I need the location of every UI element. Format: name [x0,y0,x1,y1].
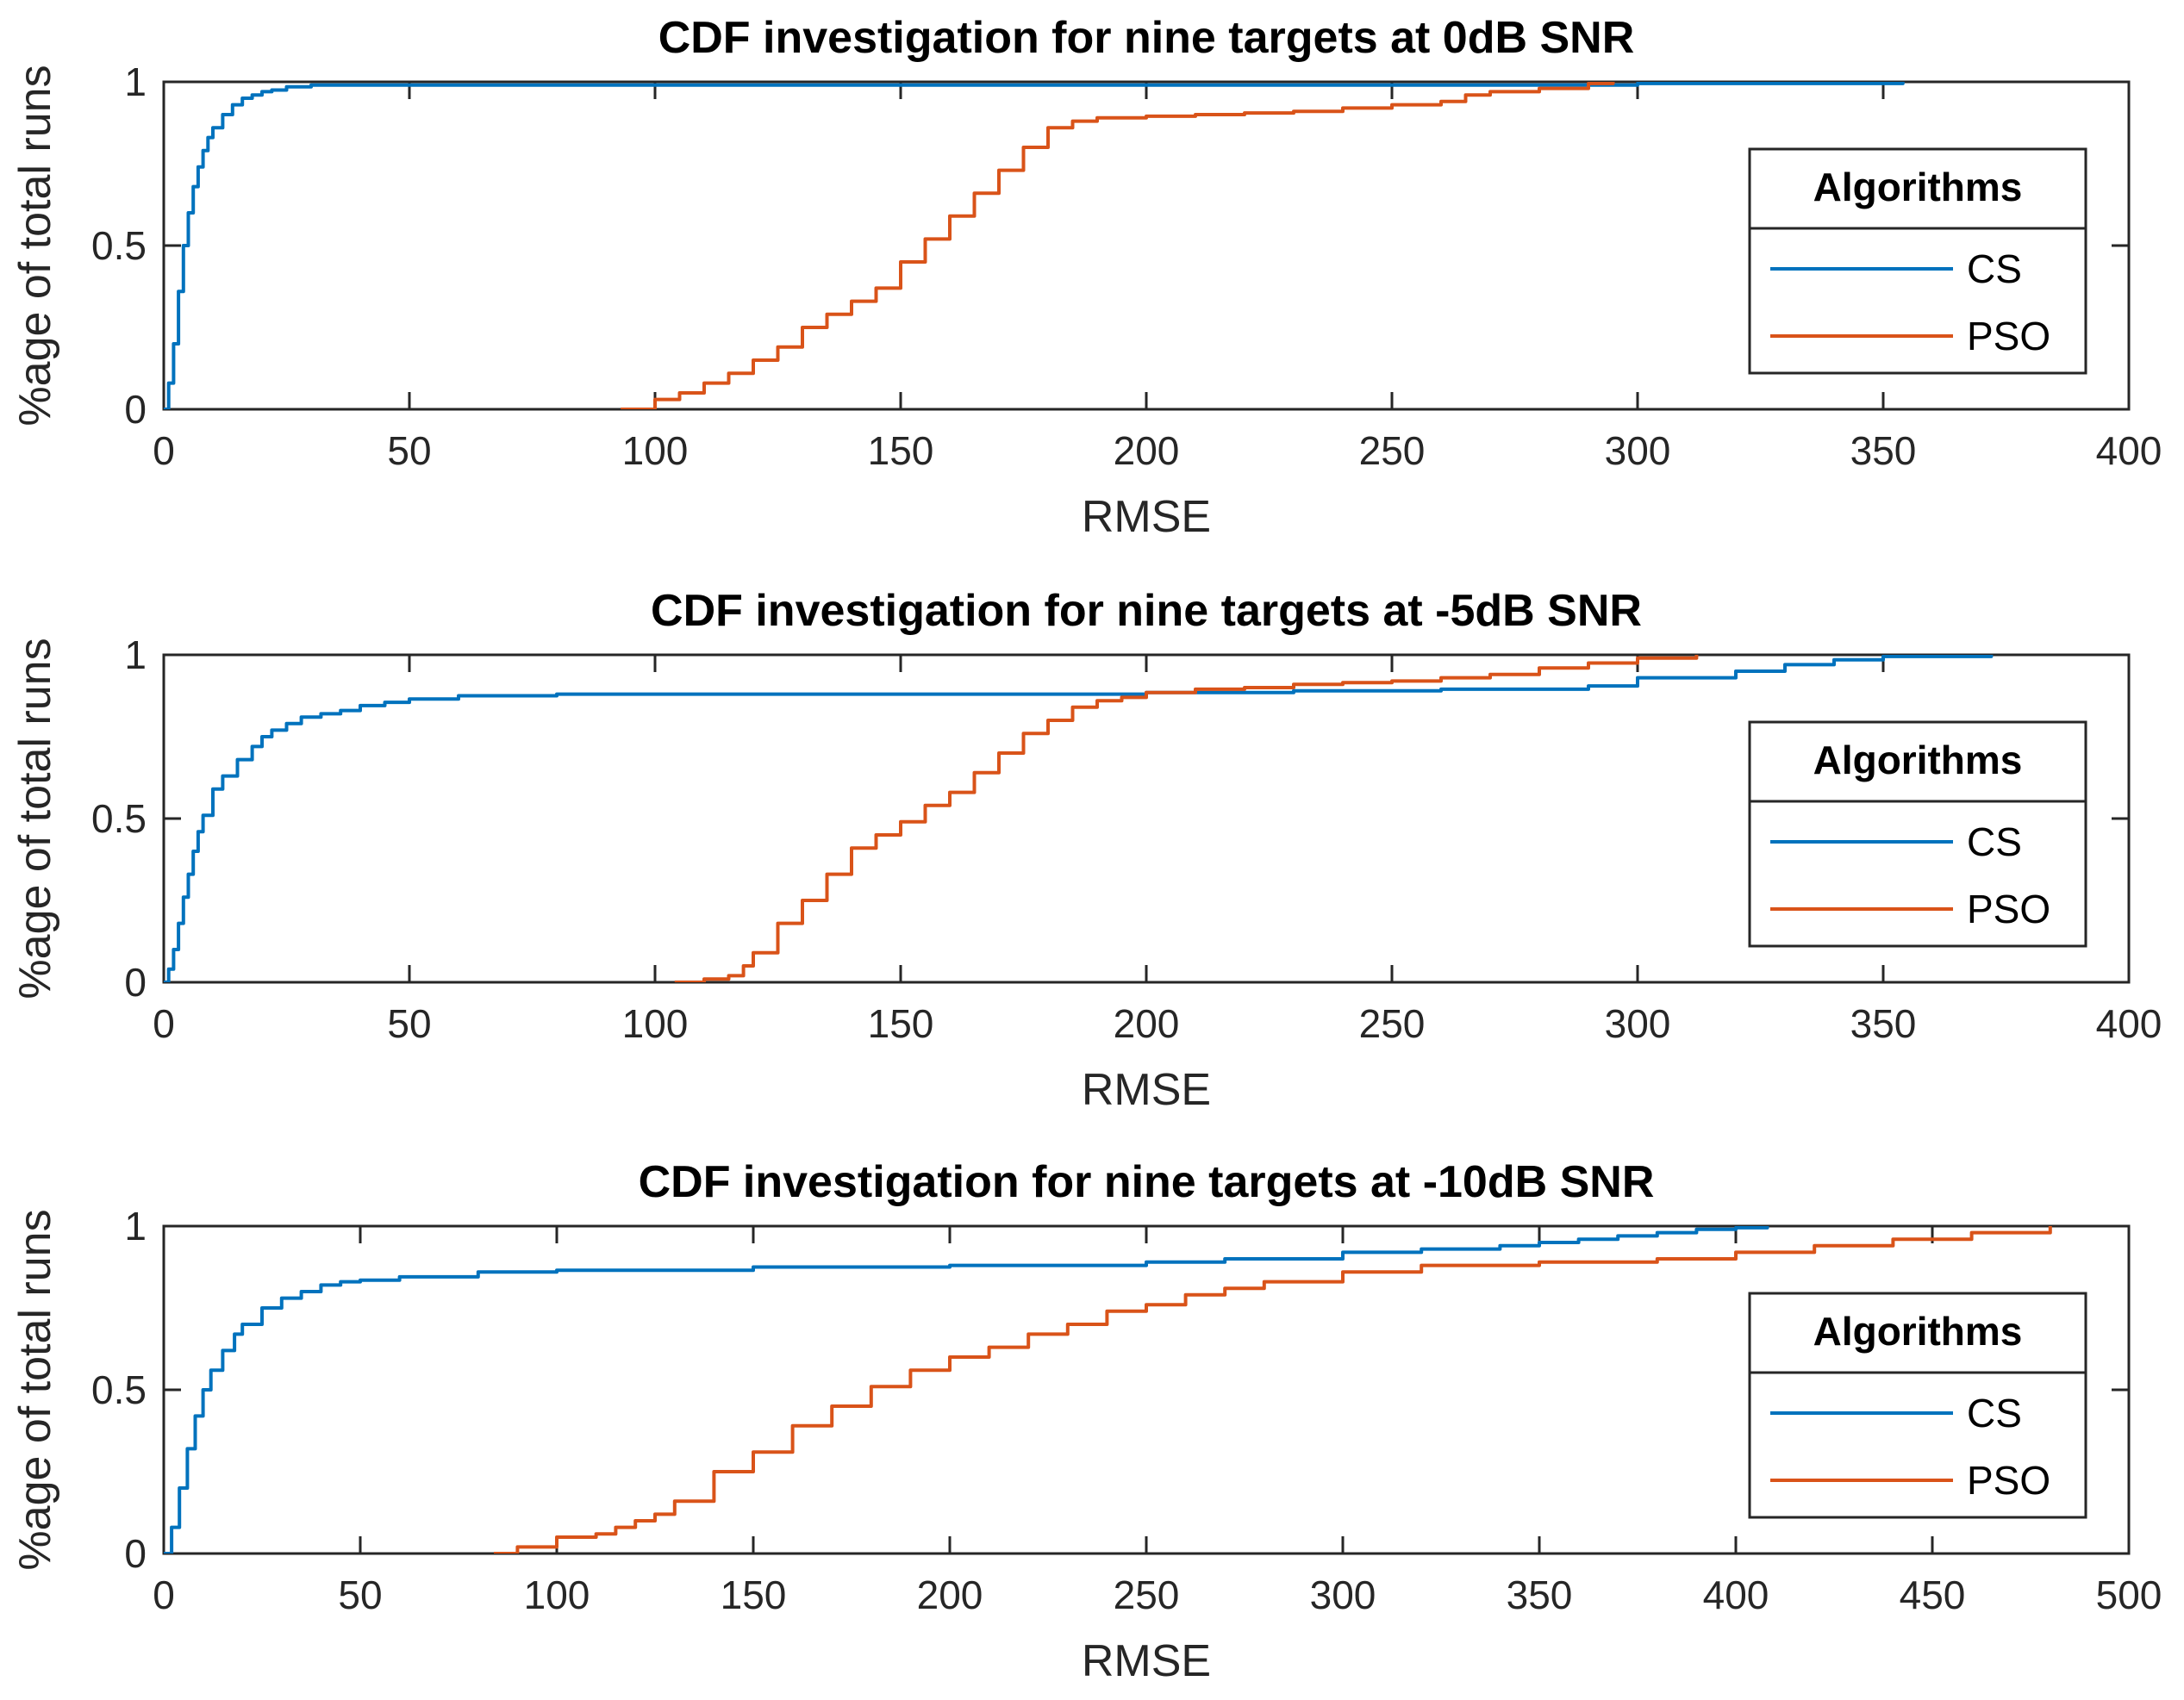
y-tick-label: 0 [124,960,147,1005]
x-tick-label: 350 [1850,428,1917,473]
legend: Algorithms CS PSO [1748,1292,2087,1519]
x-tick-label: 100 [622,1001,689,1046]
x-tick-label: 350 [1507,1572,1573,1617]
x-tick-label: 450 [1900,1572,1966,1617]
y-tick-label: 0.5 [91,796,147,841]
y-axis-label: %age of total runs [10,1209,60,1570]
legend-entry-pso: PSO [1967,1458,2050,1503]
series-line-cs [164,82,1905,409]
x-tick-label: 200 [1114,428,1180,473]
x-tick-label: 500 [2096,1572,2162,1617]
x-tick-label: 150 [721,1572,787,1617]
legend: Algorithms CS PSO [1748,147,2087,375]
chart-panel-3: CDF investigation for nine targets at -1… [10,1157,2162,1686]
chart-title: CDF investigation for nine targets at -5… [651,586,1642,636]
chart-title: CDF investigation for nine targets at -1… [639,1157,1655,1207]
x-tick-label: 150 [868,1001,934,1046]
x-tick-label: 200 [1114,1001,1180,1046]
x-tick-label: 250 [1359,428,1426,473]
chart-panel-2: CDF investigation for nine targets at -5… [10,586,2162,1115]
y-tick-label: 1 [124,59,147,104]
x-tick-label: 400 [1703,1572,1769,1617]
series-line-cs [164,655,1994,982]
x-tick-label: 50 [338,1572,382,1617]
y-tick-label: 1 [124,1204,147,1249]
x-axis-label: RMSE [1082,1636,1211,1686]
x-tick-label: 300 [1310,1572,1376,1617]
legend-entry-pso: PSO [1967,314,2050,358]
legend: Algorithms CS PSO [1748,720,2087,948]
x-tick-label: 50 [387,428,431,473]
x-tick-label: 350 [1850,1001,1917,1046]
x-tick-label: 400 [2096,1001,2162,1046]
y-tick-label: 0 [124,387,147,432]
series-line-pso [494,1226,2052,1554]
x-tick-label: 300 [1605,428,1671,473]
x-axis-label: RMSE [1082,492,1211,542]
x-tick-label: 50 [387,1001,431,1046]
legend-entry-cs: CS [1967,246,2022,291]
legend-entry-cs: CS [1967,819,2022,864]
x-tick-label: 400 [2096,428,2162,473]
legend-entry-cs: CS [1967,1391,2022,1435]
legend-entry-pso: PSO [1967,887,2050,931]
x-tick-label: 250 [1359,1001,1426,1046]
x-tick-label: 0 [153,1572,175,1617]
x-tick-label: 200 [917,1572,983,1617]
y-tick-label: 0.5 [91,1367,147,1412]
y-tick-label: 0 [124,1531,147,1576]
x-axis-label: RMSE [1082,1065,1211,1115]
legend-title: Algorithms [1813,1309,2023,1354]
legend-title: Algorithms [1813,738,2023,782]
y-tick-label: 1 [124,632,147,677]
y-axis-label: %age of total runs [10,638,60,999]
chart-title: CDF investigation for nine targets at 0d… [658,13,1635,63]
chart-panel-1: CDF investigation for nine targets at 0d… [10,13,2162,542]
y-axis-label: %age of total runs [10,65,60,426]
series-line-cs [164,1226,1769,1554]
x-tick-label: 100 [622,428,689,473]
series-line-pso [621,82,1615,409]
x-tick-label: 250 [1114,1572,1180,1617]
x-tick-label: 0 [153,1001,175,1046]
series-line-pso [674,655,1699,982]
x-tick-label: 100 [524,1572,590,1617]
y-tick-label: 0.5 [91,223,147,268]
x-tick-label: 300 [1605,1001,1671,1046]
x-tick-label: 0 [153,428,175,473]
x-tick-label: 150 [868,428,934,473]
legend-title: Algorithms [1813,165,2023,209]
